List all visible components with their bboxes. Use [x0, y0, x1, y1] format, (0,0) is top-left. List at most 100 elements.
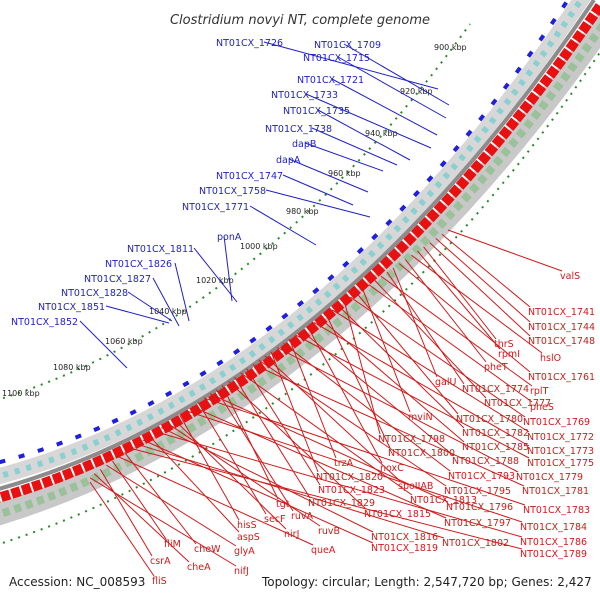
minus-label-connector — [325, 313, 391, 449]
minus-label-connector — [89, 477, 237, 567]
minus-gene-label: NT01CX_1829 — [308, 498, 375, 509]
minus-gene-label: NT01CX_1823 — [318, 485, 385, 496]
minus-gene-label: NT01CX_1798 — [378, 434, 445, 445]
minus-gene-label: pheS — [530, 402, 554, 413]
minus-label-connector — [234, 376, 311, 499]
plus-label-connector — [193, 247, 238, 303]
minus-gene-label: pheT — [484, 362, 508, 373]
minus-label-connector — [118, 456, 314, 546]
minus-label-connector — [203, 397, 526, 506]
minus-gene-label: queA — [311, 545, 336, 556]
plus-gene-label: ponA — [217, 232, 242, 243]
minus-gene-label: NT01CX_1773 — [527, 446, 594, 457]
minus-gene-label: csrA — [150, 556, 171, 567]
minus-gene-label: NT01CX_1772 — [527, 432, 594, 443]
minus-gene-label: NT01CX_1783 — [523, 505, 590, 516]
minus-label-connector — [362, 288, 411, 413]
minus-gene-label: NT01CX_1800 — [388, 448, 455, 459]
minus-gene-label: glyA — [234, 546, 255, 557]
plus-gene-label: NT01CX_1852 — [11, 317, 78, 328]
minus-gene-label: NT01CX_1774 — [462, 384, 529, 395]
plus-label-connector — [105, 305, 170, 324]
minus-gene-label: rplT — [530, 386, 549, 397]
minus-gene-label: NT01CX_1785 — [462, 442, 529, 453]
minus-label-connector — [295, 334, 530, 459]
plus-label-connector — [282, 174, 354, 206]
minus-gene-label: NT01CX_1741 — [528, 307, 595, 318]
plus-label-connector — [317, 109, 411, 161]
plus-gene-label: NT01CX_1771 — [182, 202, 249, 213]
plus-label-connector — [152, 277, 180, 327]
minus-label-connector — [89, 481, 155, 577]
minus-label-connector — [252, 363, 525, 487]
plus-label-connector — [343, 43, 450, 106]
minus-label-connector — [197, 401, 267, 515]
minus-gene-label: NT01CX_1779 — [516, 472, 583, 483]
minus-label-connector — [240, 372, 413, 496]
minus-label-connector — [161, 426, 374, 533]
plus-gene-label: NT01CX_1826 — [105, 259, 172, 270]
plus-gene-label: NT01CX_1709 — [314, 40, 381, 51]
minus-label-connector — [337, 305, 465, 429]
minus-gene-label: tgt — [276, 499, 290, 510]
minus-gene-label: NT01CX_1780 — [456, 414, 523, 425]
minus-gene-label: NT01CX_1795 — [444, 486, 511, 497]
plus-label-connector — [331, 78, 438, 136]
minus-gene-label: NT01CX_1775 — [527, 458, 594, 469]
minus-gene-label: NT01CX_1819 — [371, 543, 438, 554]
minus-gene-label: valS — [560, 271, 580, 282]
plus-label-connector — [337, 56, 447, 119]
tick-label: 1080 kbp — [53, 363, 91, 372]
minus-gene-label: NT01CX_1802 — [442, 538, 509, 549]
minus-label-connector — [313, 321, 530, 447]
minus-label-connector — [106, 464, 237, 547]
minus-gene-label: NT01CX_1793 — [448, 471, 515, 482]
minus-strand-labels: valS NT01CX_1741 NT01CX_1744 NT01CX_1748 thr… — [89, 229, 595, 587]
minus-label-connector — [441, 233, 531, 308]
minus-label-connector — [93, 473, 190, 563]
minus-gene-label: fliS — [152, 576, 167, 587]
minus-label-connector — [331, 309, 530, 433]
minus-label-connector — [417, 250, 501, 350]
minus-label-connector — [307, 326, 383, 464]
minus-gene-label: NT01CX_1748 — [528, 336, 595, 347]
plus-gene-label: NT01CX_1851 — [38, 302, 105, 313]
minus-label-connector — [148, 435, 240, 533]
minus-label-connector — [130, 447, 523, 550]
minus-label-connector — [264, 355, 401, 482]
plus-gene-label: NT01CX_1827 — [84, 274, 151, 285]
minus-strand-track — [0, 3, 600, 503]
minus-gene-label: fliM — [164, 539, 181, 550]
plus-gene-label: NT01CX_1758 — [199, 186, 266, 197]
minus-gene-label: aspS — [237, 532, 260, 543]
tick-dotted-ring — [0, 23, 471, 401]
plus-label-connector — [174, 262, 190, 322]
minus-label-connector — [368, 284, 533, 403]
minus-label-connector — [276, 347, 519, 473]
minus-gene-label: thrS — [494, 339, 514, 350]
plus-gene-label: NT01CX_1811 — [127, 244, 194, 255]
minus-label-connector — [136, 443, 445, 539]
plus-label-connector — [263, 41, 439, 90]
plus-gene-label: dapB — [292, 139, 316, 150]
tick-label: 1000 kbp — [240, 242, 278, 251]
minus-gene-label: NT01CX_1816 — [371, 532, 438, 543]
tick-label: 1040 kbp — [149, 307, 187, 316]
minus-gene-label: galU — [435, 377, 456, 388]
minus-label-connector — [350, 296, 526, 418]
minus-label-connector — [215, 389, 294, 512]
plus-label-connector — [127, 291, 173, 322]
plus-gene-label: NT01CX_1738 — [265, 124, 332, 135]
minus-gene-label: cheA — [187, 562, 211, 573]
plus-label-connector — [249, 205, 317, 246]
minus-gene-label: NT01CX_1815 — [364, 509, 431, 520]
minus-gene-label: NT01CX_1797 — [444, 518, 511, 529]
genome-summary-text: Topology: circular; Length: 2,547,720 bp… — [261, 575, 592, 589]
plus-gene-label: NT01CX_1733 — [271, 90, 338, 101]
minus-gene-label: NT01CX_1769 — [523, 417, 590, 428]
minus-gene-label: nifJ — [234, 566, 249, 577]
minus-label-connector — [411, 254, 543, 354]
minus-gene-label: hslO — [540, 353, 561, 364]
tick-label: 960 kbp — [328, 169, 361, 178]
